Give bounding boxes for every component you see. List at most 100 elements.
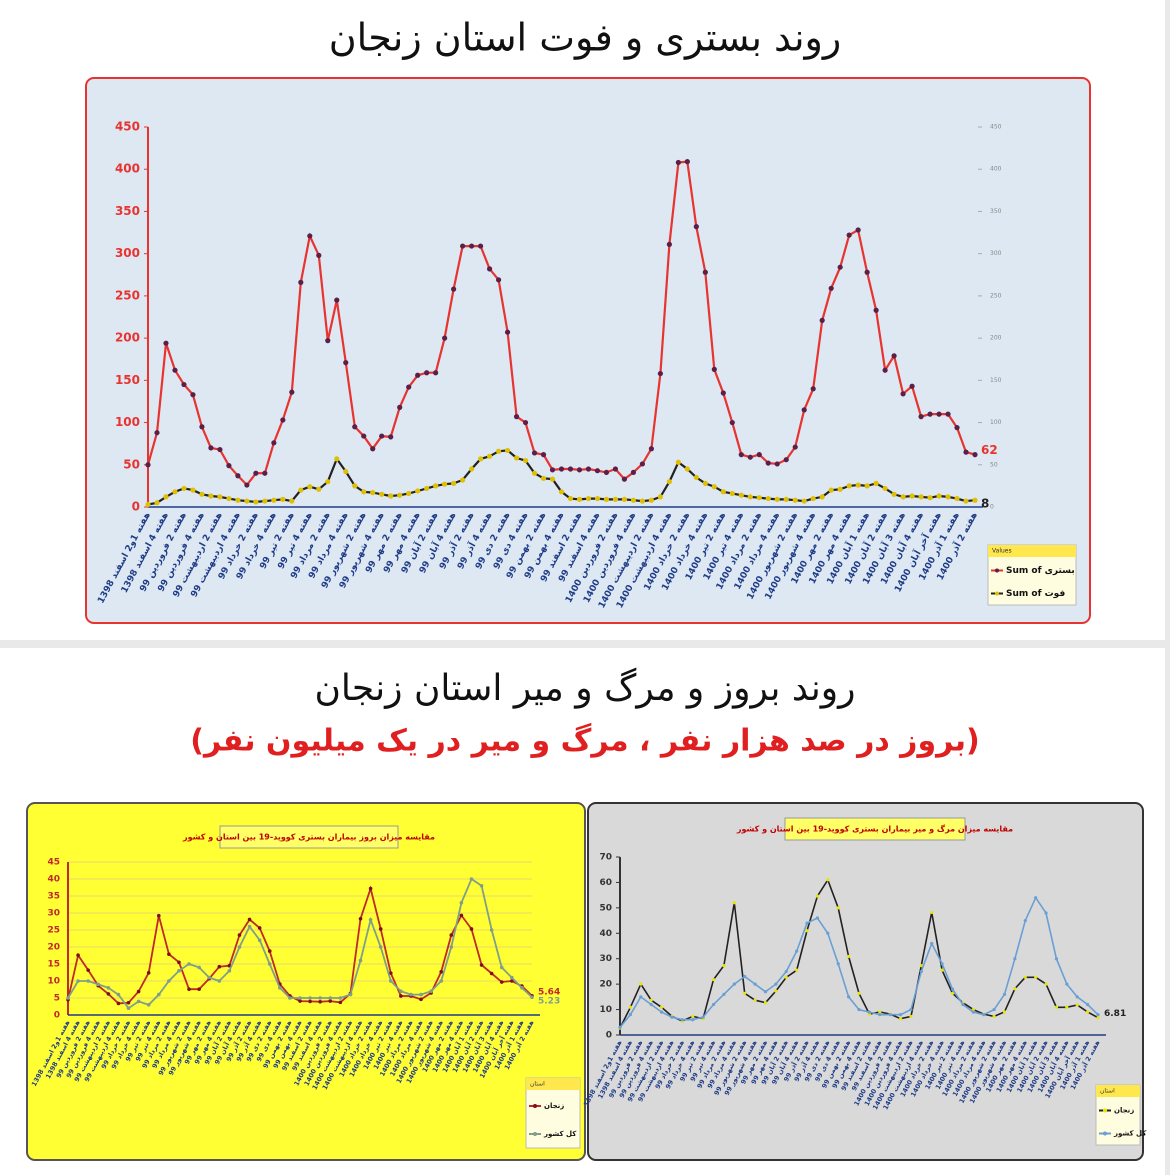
point: [280, 496, 286, 502]
point: [936, 493, 942, 499]
point: [451, 480, 457, 486]
point: [348, 992, 353, 997]
point: [510, 979, 514, 983]
point: [558, 489, 565, 495]
end-label: 8: [981, 497, 989, 511]
point: [378, 945, 383, 949]
point: [358, 958, 363, 963]
point: [702, 269, 708, 275]
point: [106, 986, 111, 990]
point: [419, 997, 423, 1002]
y-tick-label: 0: [606, 1031, 612, 1041]
point: [900, 391, 906, 397]
point: [66, 996, 70, 1000]
point: [950, 991, 955, 995]
legend-header: [1096, 1085, 1140, 1097]
point: [146, 971, 151, 975]
y-tick-label: 40: [599, 929, 612, 939]
point: [146, 1003, 151, 1007]
point: [156, 992, 161, 997]
point: [756, 495, 762, 501]
point: [262, 470, 268, 476]
point: [815, 916, 820, 920]
point: [855, 482, 861, 488]
point: [449, 945, 454, 949]
point: [217, 979, 222, 983]
point: [334, 297, 340, 303]
point: [136, 989, 141, 994]
point: [530, 995, 534, 1000]
point: [621, 476, 628, 482]
y-tick-label: 250: [115, 288, 140, 302]
y-tick-label: 60: [599, 878, 612, 888]
point: [585, 495, 592, 502]
section-title: روند بستری و فوت استان زنجان: [329, 16, 841, 61]
point: [199, 424, 205, 430]
point: [187, 987, 191, 991]
point: [379, 491, 385, 497]
y2-tick-label: 350: [990, 208, 1002, 215]
point: [459, 901, 464, 905]
point: [950, 987, 955, 991]
point: [657, 370, 663, 377]
point: [837, 264, 843, 270]
point: [971, 1010, 975, 1014]
point: [909, 493, 915, 499]
point: [927, 495, 933, 501]
point: [720, 390, 726, 396]
point: [659, 1005, 664, 1009]
point: [1075, 1003, 1079, 1007]
point: [898, 1017, 903, 1021]
point: [522, 457, 529, 464]
point: [154, 430, 160, 436]
point: [477, 243, 484, 249]
point: [424, 370, 430, 376]
point: [415, 488, 421, 494]
point: [691, 1014, 695, 1019]
point: [406, 384, 412, 390]
y2-tick-label: 300: [990, 250, 1002, 257]
point: [96, 982, 101, 987]
point: [1013, 957, 1017, 961]
point: [722, 963, 726, 968]
point: [442, 481, 448, 487]
point: [217, 446, 223, 453]
point: [1086, 1010, 1090, 1014]
point: [199, 491, 205, 497]
point: [271, 440, 277, 446]
point: [810, 495, 816, 502]
point: [693, 474, 699, 481]
point: [603, 469, 610, 475]
point: [208, 493, 214, 499]
point: [702, 480, 708, 486]
point: [732, 982, 736, 986]
point: [308, 996, 312, 1000]
point: [558, 466, 565, 472]
point: [684, 159, 690, 165]
point: [352, 424, 358, 430]
end-label: 62: [981, 443, 998, 457]
point: [891, 353, 897, 359]
point: [846, 483, 852, 489]
point: [187, 962, 191, 966]
y-tick-label: 200: [115, 331, 140, 345]
section-title: روند بروز و مرگ و میر استان زنجان: [314, 668, 855, 709]
point: [618, 1025, 622, 1029]
point: [163, 340, 169, 346]
point: [449, 933, 454, 937]
end-label: 6.81: [1104, 1009, 1126, 1019]
point: [855, 227, 861, 233]
point: [257, 938, 262, 942]
point: [738, 492, 744, 498]
point: [801, 498, 807, 504]
y-tick-label: 100: [115, 415, 140, 429]
point: [940, 968, 944, 972]
chart-frame: [85, 77, 1091, 624]
point: [576, 496, 583, 502]
point: [738, 452, 744, 458]
point: [882, 367, 888, 373]
point: [567, 466, 574, 472]
legend-label: Sum of فوت: [1006, 589, 1065, 599]
legend-label: زنجان: [544, 1102, 564, 1110]
legend-marker: [1103, 1131, 1107, 1136]
